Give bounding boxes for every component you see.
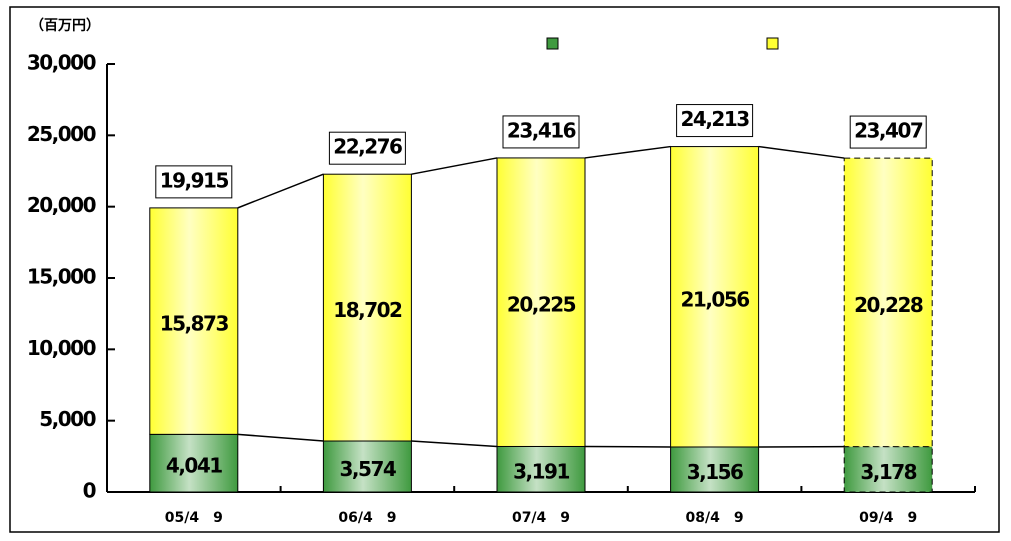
legend-marker (766, 37, 779, 50)
bar-segment (322, 173, 412, 442)
legend-marker (546, 37, 559, 50)
segment-label: 20,228 (854, 293, 923, 317)
bar-segment (670, 146, 760, 448)
y-tick-label: 15,000 (27, 265, 96, 289)
segment-label: 18,702 (333, 298, 402, 322)
segment-label: 3,191 (513, 460, 569, 484)
total-label: 23,416 (507, 118, 576, 142)
x-tick-label: 09/4 9 (859, 510, 917, 526)
total-connector (758, 145, 845, 159)
x-tick-label: 07/4 9 (512, 510, 570, 526)
total-box (155, 165, 233, 199)
segment-connector (411, 440, 498, 448)
segment-label: 15,873 (160, 312, 229, 336)
total-connector (411, 157, 498, 175)
x-tick-label: 06/4 9 (338, 510, 396, 526)
total-connector (237, 173, 324, 209)
segment-label: 3,574 (340, 457, 396, 481)
y-axis-label: （百万円） (30, 18, 100, 34)
total-box (676, 104, 754, 138)
y-tick-label: 0 (83, 479, 96, 503)
bar-segment (149, 207, 239, 435)
segment-label: 3,156 (687, 460, 743, 484)
total-label: 19,915 (160, 168, 229, 192)
y-tick-label: 25,000 (27, 122, 96, 146)
total-label: 22,276 (333, 135, 402, 159)
x-tick-label: 08/4 9 (686, 510, 744, 526)
bar-segment (322, 440, 412, 493)
bar-segment (496, 445, 586, 493)
total-connector (584, 145, 671, 159)
y-tick-label: 5,000 (39, 407, 95, 431)
y-tick-label: 30,000 (27, 51, 96, 75)
total-box (328, 131, 406, 165)
total-label: 24,213 (681, 107, 750, 131)
bar-segment (670, 446, 760, 493)
chart-frame (9, 6, 1000, 533)
y-tick-label: 20,000 (27, 193, 96, 217)
segment-label: 21,056 (681, 287, 750, 311)
total-label: 23,407 (854, 119, 923, 143)
total-box (849, 115, 927, 149)
segment-label: 20,225 (507, 293, 576, 317)
y-tick-label: 10,000 (27, 336, 96, 360)
bar-segment (496, 157, 586, 447)
segment-label: 3,178 (860, 460, 916, 484)
segment-connector (237, 433, 324, 442)
total-box (502, 115, 580, 149)
bar-segment (843, 446, 933, 493)
segment-label: 4,041 (166, 454, 222, 478)
bar-segment (843, 157, 933, 448)
x-tick-label: 05/4 9 (165, 510, 223, 526)
